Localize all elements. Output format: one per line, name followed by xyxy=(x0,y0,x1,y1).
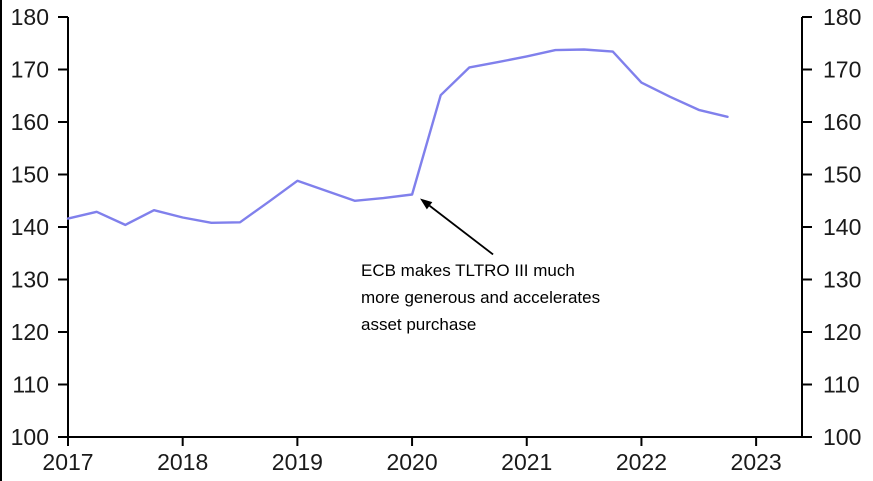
y-tick-label-left: 170 xyxy=(11,57,49,83)
x-tick-label: 2018 xyxy=(157,449,208,475)
y-tick-label-right: 180 xyxy=(823,4,861,30)
y-tick-label-right: 140 xyxy=(823,214,861,240)
y-tick-label-left: 140 xyxy=(11,214,49,240)
y-tick-label-right: 130 xyxy=(823,267,861,293)
y-tick-label-right: 150 xyxy=(823,162,861,188)
annotation-arrowhead xyxy=(420,198,433,210)
y-tick-label-right: 110 xyxy=(823,372,860,398)
annotation-line-2: more generous and accelerates xyxy=(361,288,601,307)
chart-annotation: ECB makes TLTRO III much more generous a… xyxy=(361,257,600,338)
annotation-line-1: ECB makes TLTRO III much xyxy=(361,261,575,280)
screenshot-left-border xyxy=(0,0,2,481)
x-tick-label: 2019 xyxy=(272,449,323,475)
y-tick-label-left: 100 xyxy=(11,424,49,450)
y-tick-label-left: 160 xyxy=(11,109,49,135)
y-tick-label-left: 130 xyxy=(11,267,49,293)
y-tick-label-right: 100 xyxy=(823,424,861,450)
y-tick-label-left: 110 xyxy=(12,372,49,398)
x-tick-label: 2021 xyxy=(501,449,552,475)
x-tick-label: 2022 xyxy=(616,449,667,475)
x-tick-label: 2017 xyxy=(42,449,93,475)
y-tick-label-left: 180 xyxy=(11,4,49,30)
x-tick-label: 2023 xyxy=(731,449,782,475)
y-tick-label-right: 120 xyxy=(823,319,861,345)
x-tick-label: 2020 xyxy=(386,449,437,475)
y-tick-label-left: 120 xyxy=(11,319,49,345)
y-tick-label-left: 150 xyxy=(11,162,49,188)
data-line xyxy=(66,48,729,227)
annotation-arrow-shaft xyxy=(429,205,494,256)
annotation-line-3: asset purchase xyxy=(361,315,477,334)
y-tick-label-right: 170 xyxy=(823,57,861,83)
y-tick-label-right: 160 xyxy=(823,109,861,135)
